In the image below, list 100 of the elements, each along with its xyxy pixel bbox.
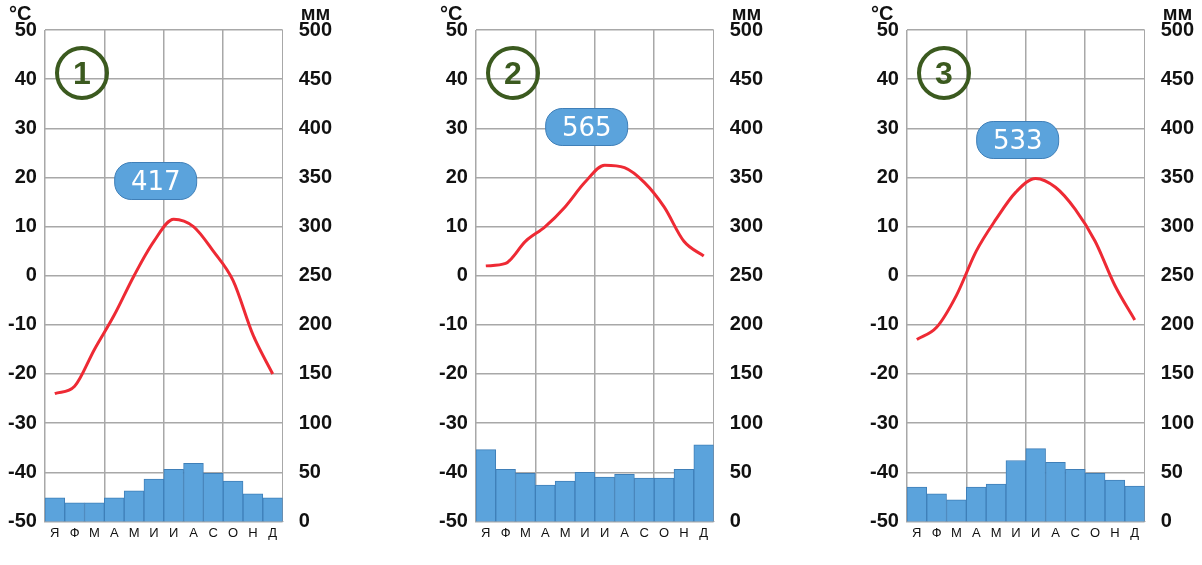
x-tick-label: Д [1130,524,1140,540]
y2-tick-label: 250 [1160,263,1195,286]
x-tick-label: С [208,524,218,540]
x-tick-label: И [1031,524,1041,540]
y2-tick-label: 150 [1160,361,1195,384]
x-tick-label: М [128,524,140,540]
y2-tick-label: 300 [729,214,764,237]
y-tick-label: -40 [8,459,37,482]
y-tick-label: -40 [870,459,899,482]
x-tick-label: Я [912,524,922,540]
y-tick-label: 20 [14,164,37,187]
x-tick-label: С [639,524,649,540]
y-tick-label: -50 [8,508,37,531]
y-tick-label: -30 [8,410,37,433]
annotation: 533 [975,121,1060,160]
y2-tick-label: 0 [1160,508,1172,531]
x-tick-label: А [1051,524,1061,540]
x-tick-label: Н [1110,524,1120,540]
y2-tick-label: 450 [298,66,333,89]
y2-tick-label: 0 [298,508,310,531]
y2-tick-label: 400 [1160,115,1195,138]
y-tick-label: -40 [439,459,468,482]
y2-tick-label: 350 [729,164,764,187]
x-tick-label: О [228,524,239,540]
y-tick-label: -10 [870,312,899,335]
x-tick-label: М [951,524,962,540]
y2-tick-label: 300 [1160,214,1195,237]
x-tick-label: И [580,524,590,540]
x-tick-label: М [559,524,571,540]
y-tick-label: -30 [439,410,468,433]
y2-tick-label: 300 [298,214,333,237]
annotation: 417 [113,162,198,201]
x-tick-label: Ф [931,524,942,540]
y-tick-label: 0 [887,263,899,286]
y2-tick-label: 50 [729,459,752,482]
y2-tick-label: 350 [1160,164,1195,187]
y2-tick-label: 200 [729,312,764,335]
y2-tick-label: 150 [298,361,333,384]
y-tick-label: 30 [14,115,37,138]
y-tick-label: -20 [870,361,899,384]
x-tick-label: Н [248,524,258,540]
y2-tick-label: 50 [1160,459,1183,482]
x-tick-label: А [540,524,550,540]
y-tick-label: 10 [445,214,468,237]
y2-tick-label: 100 [729,410,764,433]
x-tick-label: Я [481,524,491,540]
y2-tick-label: 450 [729,66,764,89]
y2-tick-label: 350 [298,164,333,187]
x-tick-label: Д [268,524,278,540]
y2-tick-label: 100 [1160,410,1195,433]
x-tick-label: М [520,524,531,540]
y-tick-label: 20 [445,164,468,187]
y-tick-label: 10 [14,214,37,237]
x-tick-label: А [620,524,630,540]
y2-tick-label: 250 [298,263,333,286]
x-tick-label: Д [699,524,709,540]
y2-tick-label: 200 [298,312,333,335]
text: 2 [485,46,540,100]
y-tick-label: 20 [876,164,899,187]
x-tick-label: Я [50,524,60,540]
x-tick-label: И [169,524,179,540]
y-tick-label: -20 [439,361,468,384]
x-tick-label: Ф [500,524,511,540]
line-series [915,176,1137,342]
y-tick-label: 40 [445,66,468,89]
x-tick-label: А [109,524,119,540]
x-tick-label: Ф [69,524,80,540]
y2-tick-label: 400 [298,115,333,138]
x-tick-label: И [1011,524,1021,540]
y2-tick-label: 150 [729,361,764,384]
y-tick-label: 10 [876,214,899,237]
x-tick-label: А [189,524,199,540]
y-tick-label: 30 [876,115,899,138]
y-tick-label: -50 [439,508,468,531]
y2-tick-label: 200 [1160,312,1195,335]
line-series [53,217,275,396]
x-tick-label: А [971,524,981,540]
line-series [484,163,706,268]
y2-tick-label: 400 [729,115,764,138]
y-tick-label: 40 [876,66,899,89]
y-tick-label: -20 [8,361,37,384]
y2-tick-label: 50 [298,459,321,482]
y2-tick-label: 0 [729,508,741,531]
y-tick-label: -10 [439,312,468,335]
y-tick-label: -10 [8,312,37,335]
y2-tick-label: 100 [298,410,333,433]
text: 3 [916,46,971,100]
x-tick-label: И [149,524,159,540]
y-tick-label: -50 [870,508,899,531]
y-tick-label: 30 [445,115,468,138]
x-tick-label: М [990,524,1002,540]
x-tick-label: С [1070,524,1080,540]
y-tick-label: 0 [25,263,37,286]
text: 1 [54,46,109,100]
x-tick-label: М [89,524,100,540]
y-tick-label: 0 [456,263,468,286]
x-tick-label: И [600,524,610,540]
y-tick-label: 40 [14,66,37,89]
y2-tick-label: 450 [1160,66,1195,89]
x-tick-label: О [1090,524,1101,540]
